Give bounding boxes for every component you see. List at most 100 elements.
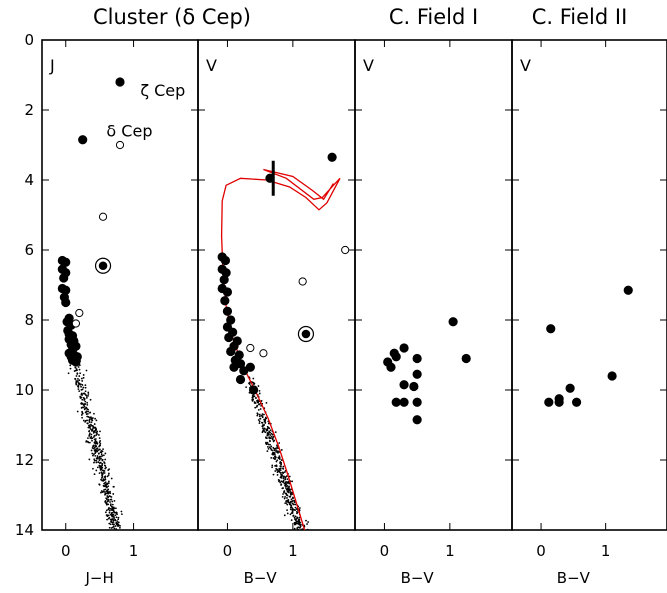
panel-1-faint-star [99,448,101,451]
panel-1-faint-star [80,402,83,404]
panel-1-nonmember-star [98,212,108,221]
panel-1-faint-star [98,441,101,444]
ytick-label: 14 [15,521,34,539]
panel-1-faint-star [93,473,96,476]
panel-4-member-star [554,397,564,407]
panel-2-faint-star [287,499,290,501]
panel-1-faint-star [101,473,104,476]
panel-3-member-star [412,353,422,364]
panel-2-faint-star [284,477,287,479]
panel-1-faint-star [107,508,110,511]
panel-2-faint-star [258,420,261,423]
panel-2-faint-star [267,447,270,450]
panel-2-faint-star [270,445,273,448]
panel-1-faint-star [88,441,91,444]
panel-1-bright-star [115,77,125,87]
panel-1-faint-star [78,368,81,371]
panel-3-member-star [412,369,422,379]
panel-1-faint-star [90,433,93,436]
panel-2-faint-star [299,523,302,526]
panel-2-member-star [219,275,229,285]
panel-2-faint-star [290,506,292,509]
panel-2-faint-star [283,491,285,493]
panel-1-faint-star [87,416,90,418]
panel-1-faint-star [101,464,104,467]
panel-1-faint-star [78,390,81,393]
panel-2-faint-star [290,498,293,501]
panel-2-faint-star [268,446,271,449]
panel-4-title: C. Field II [532,5,628,29]
panel-1-faint-star [75,380,78,382]
panel-1-faint-star [111,514,113,517]
panel-1-faint-star [112,515,115,518]
panel-1-faint-star [81,412,84,415]
panel-1-faint-star [76,372,79,375]
panel-1-faint-star [105,466,107,469]
panel-1-faint-star [117,521,120,524]
panel-1-faint-star [93,453,95,456]
panel-2-faint-star [274,453,276,456]
panel-1-faint-star [74,378,77,381]
panel-1-faint-star [108,511,111,514]
panel-2-faint-star [281,467,284,470]
panel-2-faint-star [270,435,273,438]
panel-2-member-star [221,268,231,278]
panel-1-faint-star [78,379,81,382]
panel-1-faint-star [110,477,113,480]
panel-1-member-star [61,257,71,267]
panel-1-faint-star [105,509,108,512]
panel-3-member-star [399,397,409,407]
panel-2-faint-star [289,513,292,516]
panel-2-faint-star [252,381,255,384]
panel-1-faint-star [99,442,102,445]
panel-1-faint-star [95,434,98,436]
panel-1-faint-star [111,503,114,506]
panel-2-faint-star [251,398,254,401]
panel-2-faint-star [278,455,281,457]
panel-1-faint-star [82,376,85,379]
panel-1-faint-star [105,502,108,505]
panel-1-faint-star [112,485,115,488]
panel-1-faint-star [84,384,87,387]
panel-4-tag: V [520,56,531,75]
panel-2-faint-star [286,478,289,481]
ytick-label: 4 [24,171,34,189]
panel-1-faint-star [100,465,103,468]
panel-2-faint-star [273,457,276,460]
panel-1-faint-star [111,521,114,524]
panel-2-member-star [222,306,233,316]
panel-1-faint-star [88,418,91,421]
panel-1-faint-star [101,476,104,478]
panel-1-faint-star [113,517,116,519]
panel-2-faint-star [284,496,287,498]
panel-1-faint-star [87,426,90,429]
panel-1-faint-star [93,423,96,425]
panel-1-faint-star [89,398,92,401]
panel-1-faint-star [93,412,95,415]
panel-1-faint-star [107,472,110,475]
panel-1-faint-star [101,450,104,453]
panel-1-faint-star [98,437,101,439]
panel-2-faint-star [276,474,279,476]
panel-2-faint-star [256,413,259,416]
panel-2-faint-star [286,512,289,515]
panel-1-faint-star [107,517,110,520]
panel-3-tag: V [363,56,374,75]
panel-1-faint-star [98,445,101,448]
panel-2-faint-star [285,480,287,483]
panel-2-faint-star [286,482,289,484]
panel-1-member-star [61,285,71,295]
panel-1-faint-star [83,397,86,400]
panel-2-faint-star [277,456,280,459]
panel-1-faint-star [113,523,115,526]
panel-2-faint-star [284,487,287,489]
panel-1-faint-star [67,372,70,375]
panel-2-faint-star [283,497,286,500]
panel-1-faint-star [85,406,88,409]
panel-2-faint-star [257,408,260,411]
panel-1-faint-star [84,400,87,403]
panel-1-faint-star [95,469,98,472]
panel-1-faint-star [100,491,102,494]
panel-2-faint-star [284,478,287,481]
panel-2-nonmember-star [246,343,255,353]
